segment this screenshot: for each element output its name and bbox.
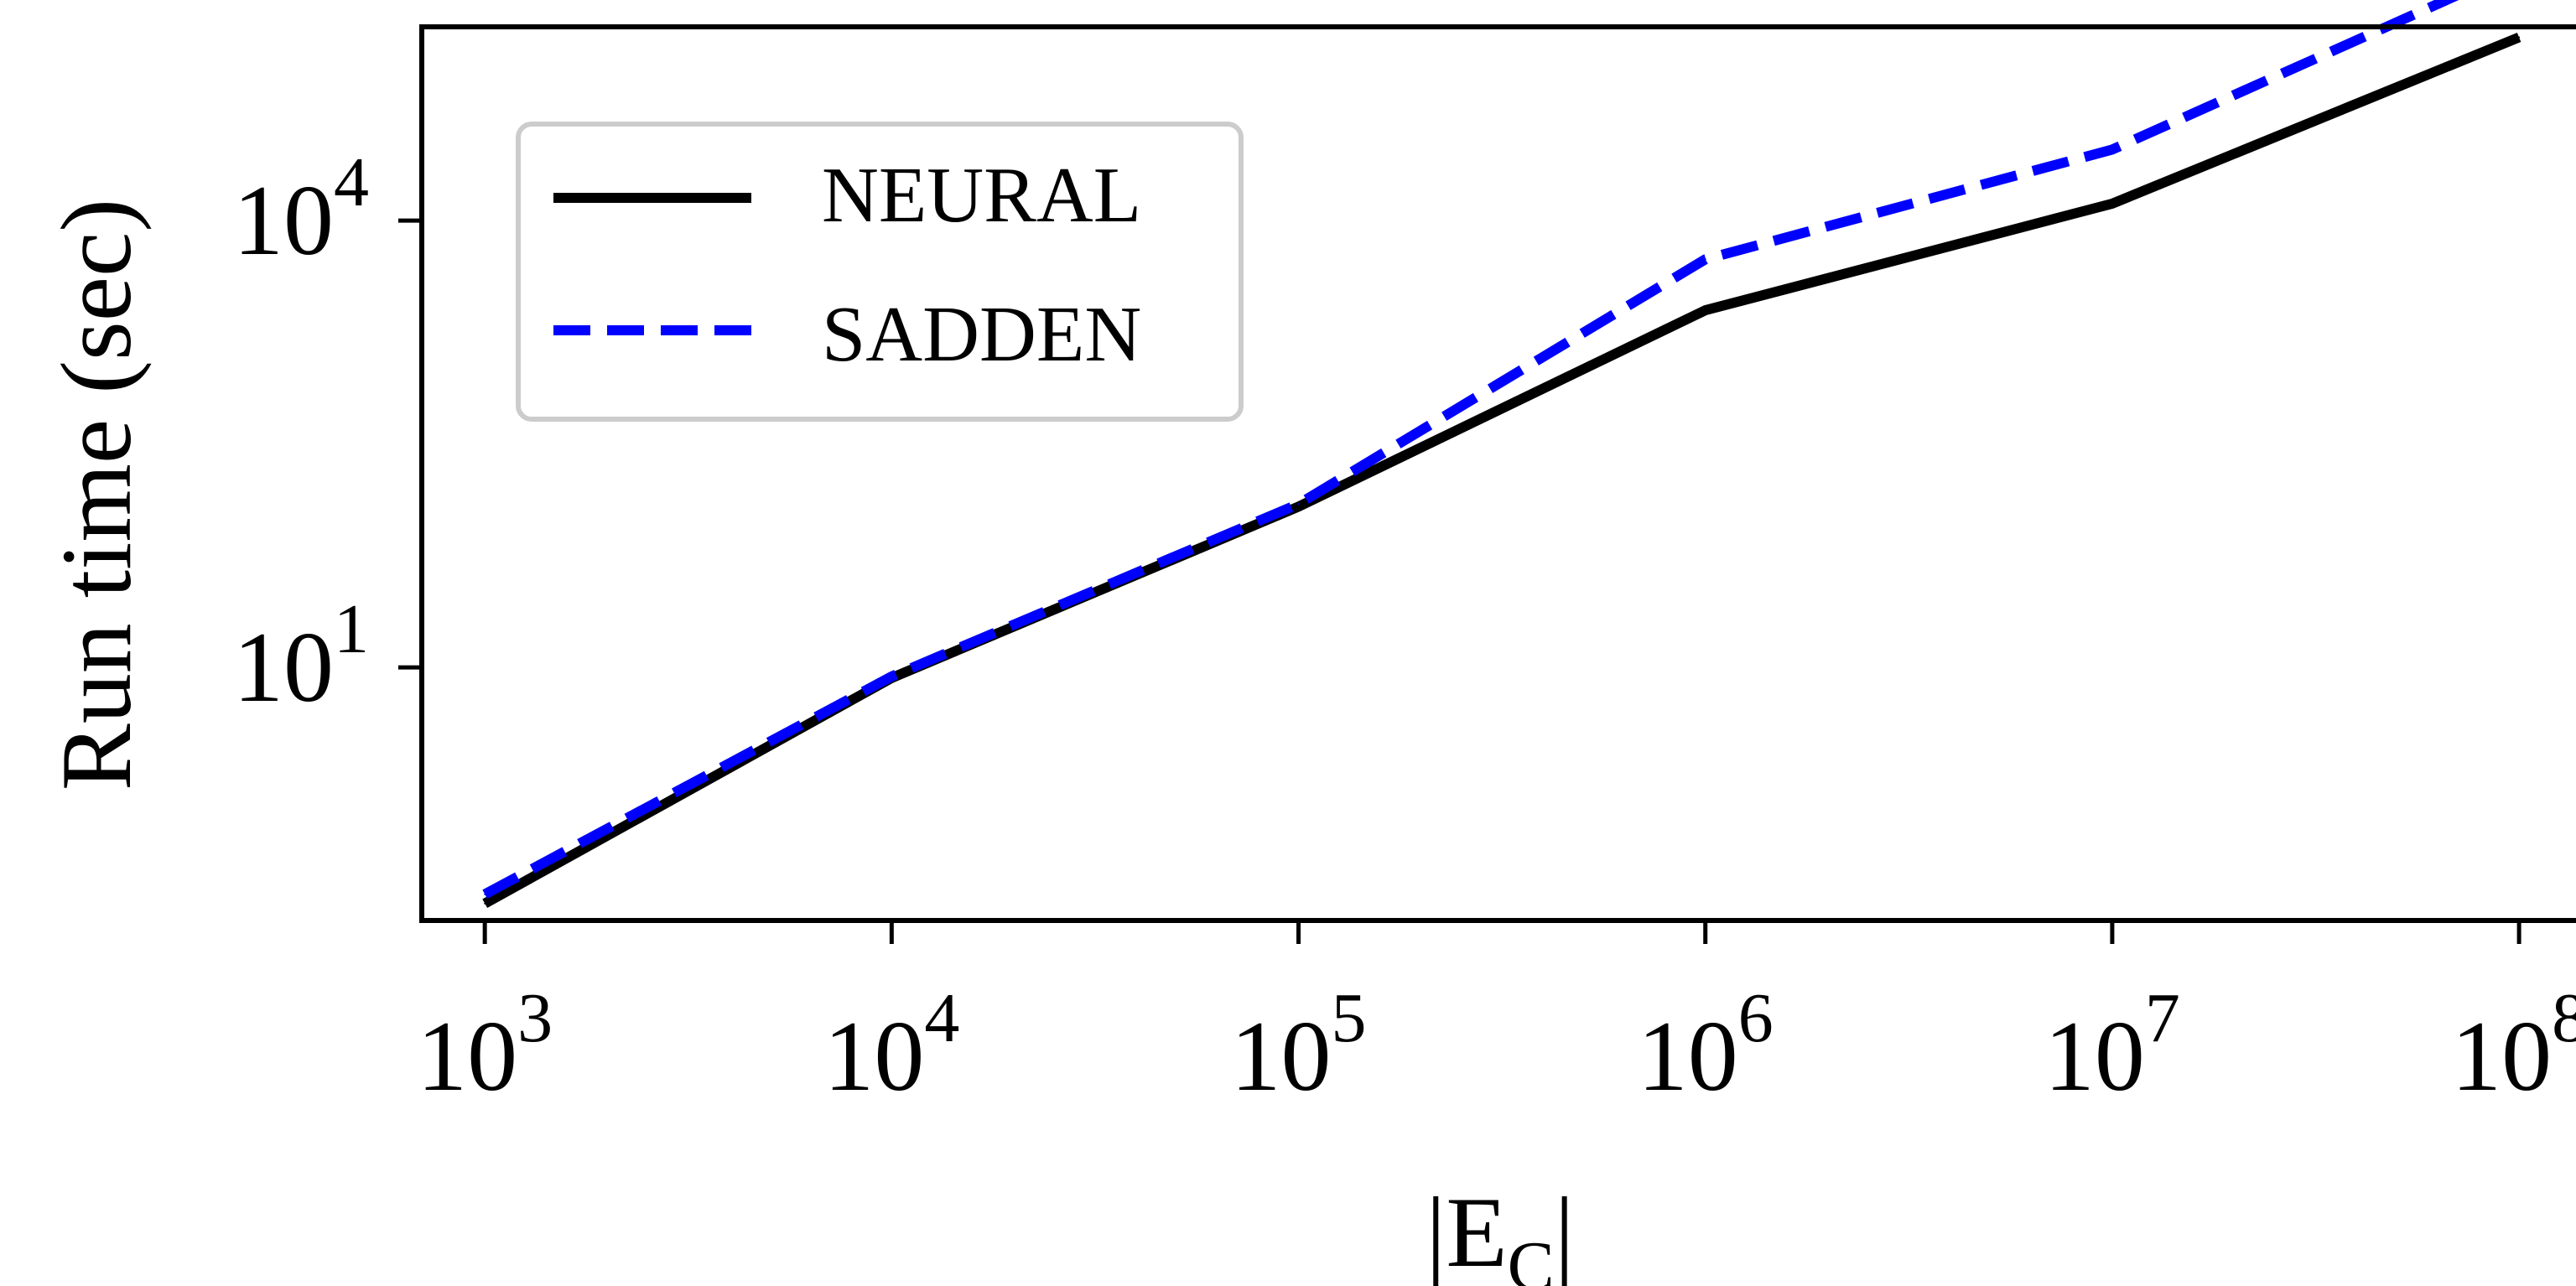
series-layer [482, 0, 2521, 909]
x-axis-label: |EC| [1426, 1176, 1574, 1286]
x-tick-exponent: 5 [1332, 979, 1367, 1057]
x-axis-label-subscript: C [1508, 1227, 1555, 1286]
x-tick-label: 104 [823, 979, 959, 1112]
series-line-sadden [482, 0, 2459, 899]
data-point-sadden [891, 675, 893, 677]
x-tick-exponent: 3 [517, 979, 553, 1057]
x-axis-ticks: 103 104 105 106 107 108 [417, 920, 2576, 1112]
data-point-neural [484, 902, 486, 905]
plot-frame [419, 24, 2576, 923]
x-tick-base: 10 [823, 1000, 924, 1112]
x-tick-base: 10 [2044, 1000, 2145, 1112]
data-point-neural [2518, 36, 2521, 39]
data-point-sadden [1704, 258, 1706, 261]
x-tick-exponent: 8 [2552, 979, 2576, 1057]
x-axis-label-main: |E [1426, 1176, 1507, 1286]
data-point-sadden [484, 893, 486, 895]
y-tick-base: 10 [233, 611, 334, 723]
legend-label-neural: NEURAL [822, 152, 1141, 239]
legend: NEURAL SADDEN [516, 122, 1244, 422]
x-tick-label: 107 [2044, 979, 2180, 1112]
y-tick-exponent: 4 [334, 143, 369, 221]
data-point-neural [1297, 506, 1300, 508]
legend-label-sadden: SADDEN [822, 291, 1141, 378]
x-tick-label: 105 [1231, 979, 1367, 1112]
data-point-neural [1704, 309, 1706, 312]
x-tick-base: 10 [1638, 1000, 1738, 1112]
x-axis-label-end: | [1555, 1176, 1575, 1286]
x-tick-base: 10 [417, 1000, 517, 1112]
y-axis-label: Run time (sec) [40, 199, 152, 791]
data-point-neural [2111, 202, 2113, 205]
x-tick-label: 108 [2451, 979, 2576, 1112]
x-tick-label: 106 [1638, 979, 1774, 1112]
y-tick-exponent: 1 [334, 590, 369, 668]
x-tick-base: 10 [2451, 1000, 2552, 1112]
x-tick-exponent: 4 [924, 979, 959, 1057]
x-tick-label: 103 [417, 979, 553, 1112]
data-point-sadden [1297, 503, 1300, 506]
x-tick-exponent: 6 [1738, 979, 1774, 1057]
y-tick-base: 10 [233, 164, 334, 276]
data-point-sadden [2111, 148, 2113, 151]
x-tick-base: 10 [1231, 1000, 1332, 1112]
x-tick-exponent: 7 [2145, 979, 2180, 1057]
y-tick-label: 101 [233, 590, 369, 723]
y-tick-label: 104 [233, 143, 369, 276]
